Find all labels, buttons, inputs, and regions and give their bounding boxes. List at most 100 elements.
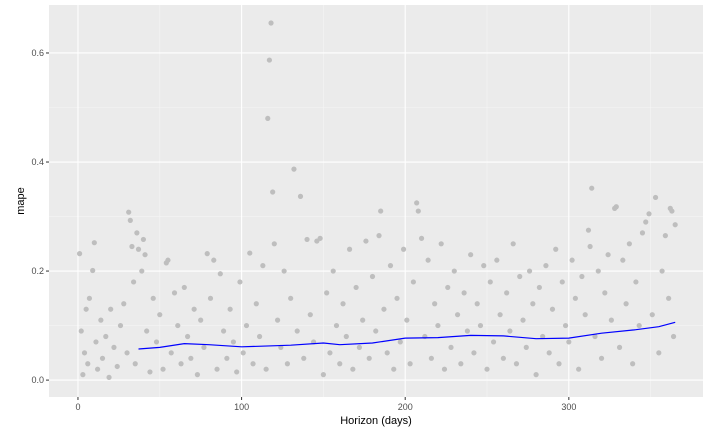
data-point	[464, 328, 470, 334]
data-point	[670, 333, 677, 340]
plot-panel	[49, 5, 703, 397]
data-point	[224, 355, 230, 361]
data-point	[407, 361, 413, 367]
data-point	[80, 372, 86, 378]
data-point	[294, 328, 300, 334]
x-tick-label: 100	[234, 402, 249, 412]
data-point	[83, 306, 89, 312]
data-point	[140, 236, 147, 243]
data-point	[281, 268, 287, 274]
data-point	[150, 295, 156, 301]
data-point	[301, 355, 307, 361]
data-point	[360, 317, 366, 323]
data-point	[477, 322, 484, 329]
data-point	[330, 268, 336, 274]
scatter-points	[76, 20, 678, 380]
data-point	[168, 350, 174, 356]
data-point	[556, 361, 562, 367]
data-point	[171, 290, 178, 296]
data-point	[391, 366, 397, 372]
y-axis: 0.0 0.2 0.4 0.6	[31, 48, 49, 385]
data-point	[415, 208, 421, 214]
data-point	[243, 322, 250, 329]
data-point	[343, 333, 349, 340]
data-point	[135, 246, 142, 252]
data-point	[86, 295, 93, 301]
data-point	[268, 20, 274, 26]
data-point	[639, 230, 646, 236]
data-point	[605, 252, 611, 258]
data-point	[513, 361, 520, 367]
data-point	[652, 194, 659, 201]
data-point	[592, 333, 598, 340]
data-point	[217, 271, 223, 277]
data-point	[587, 243, 593, 250]
data-point	[346, 246, 353, 252]
y-tick-label: 0.0	[31, 375, 44, 385]
data-point	[337, 361, 343, 367]
data-point	[572, 295, 578, 301]
data-point	[220, 328, 227, 334]
data-point	[404, 317, 410, 323]
data-point	[490, 339, 497, 345]
data-point	[111, 344, 117, 350]
data-point	[425, 257, 431, 263]
data-point	[623, 301, 629, 307]
y-tick-label: 0.2	[31, 266, 44, 276]
data-point	[247, 250, 253, 256]
data-point	[643, 219, 649, 225]
data-point	[414, 200, 420, 206]
data-point	[445, 284, 451, 291]
data-point	[130, 279, 137, 285]
data-point	[448, 344, 454, 350]
data-point	[418, 235, 425, 241]
data-point	[569, 257, 575, 263]
data-point	[481, 263, 487, 269]
data-point	[266, 57, 272, 63]
data-point	[517, 273, 523, 280]
data-point	[602, 290, 608, 296]
data-point	[178, 361, 184, 367]
data-point	[608, 317, 614, 323]
x-tick-label: 300	[561, 402, 576, 412]
data-point	[523, 344, 529, 350]
data-point	[157, 312, 163, 318]
data-point	[142, 252, 148, 258]
data-point	[350, 366, 356, 372]
data-point	[616, 344, 623, 350]
data-point	[397, 339, 403, 345]
data-point	[384, 350, 390, 356]
data-point	[656, 350, 662, 356]
x-tick-label: 200	[398, 402, 413, 412]
data-point	[90, 267, 96, 274]
data-point	[153, 339, 160, 345]
data-point	[234, 369, 240, 375]
data-point	[500, 355, 506, 361]
x-tick-label: 0	[75, 402, 80, 412]
data-point	[438, 241, 444, 247]
data-point	[307, 312, 313, 318]
y-tick-label: 0.4	[31, 157, 44, 167]
data-point	[103, 333, 109, 340]
data-point	[669, 208, 675, 214]
data-point	[99, 355, 106, 361]
data-point	[327, 350, 333, 356]
data-point	[320, 372, 326, 378]
data-point	[598, 355, 605, 361]
data-point	[297, 193, 304, 199]
data-point	[260, 263, 266, 269]
data-point	[468, 252, 474, 258]
data-point	[543, 263, 549, 269]
mean-line	[138, 321, 676, 350]
data-point	[121, 301, 127, 307]
data-point	[271, 241, 277, 247]
data-point	[633, 279, 639, 285]
data-point	[240, 350, 246, 356]
data-point	[288, 295, 294, 301]
data-point	[114, 363, 120, 370]
data-point	[387, 263, 394, 269]
data-point	[666, 295, 672, 301]
data-point	[589, 185, 595, 191]
data-point	[553, 246, 559, 252]
